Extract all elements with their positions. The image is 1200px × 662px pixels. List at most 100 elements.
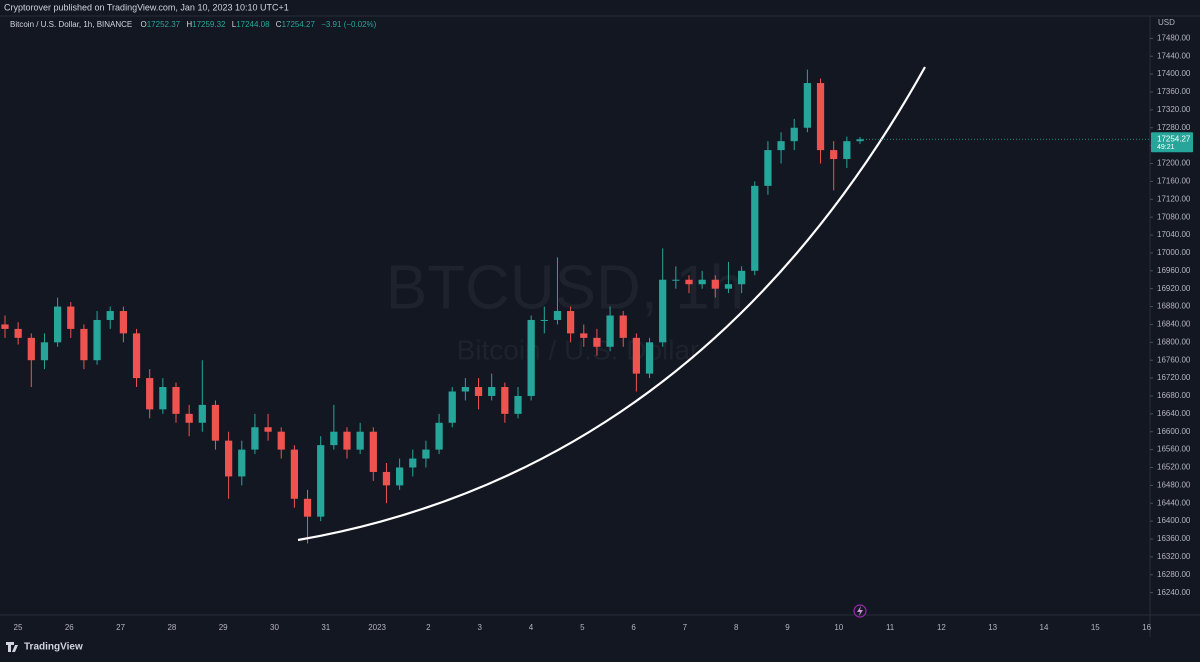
candle-body <box>290 449 299 499</box>
candle-body <box>106 311 114 320</box>
candle-body <box>659 279 667 343</box>
y-tick-label: 17400.00 <box>1157 69 1191 78</box>
candle-body <box>540 319 548 321</box>
candle-body <box>159 387 167 410</box>
candle-body <box>764 150 772 186</box>
x-tick-label: 25 <box>14 623 23 632</box>
candle-body <box>317 445 325 517</box>
y-tick-label: 16400.00 <box>1157 516 1191 525</box>
y-tick-label: 16560.00 <box>1157 445 1191 454</box>
y-tick-label: 17040.00 <box>1157 230 1191 239</box>
candle-body <box>580 333 588 338</box>
last-price-label: 17254.27 <box>1157 134 1191 143</box>
countdown: 49:21 <box>1157 144 1175 151</box>
candle-body <box>435 422 443 450</box>
y-tick-label: 17320.00 <box>1157 105 1191 114</box>
x-tick-label: 6 <box>631 623 636 632</box>
y-tick-label: 16480.00 <box>1157 480 1191 489</box>
x-tick-label: 31 <box>321 623 330 632</box>
x-tick-label: 13 <box>988 623 997 632</box>
symbol-legend: Bitcoin / U.S. Dollar, 1h, BINANCE O1725… <box>10 20 377 29</box>
candle-body <box>303 498 312 517</box>
candle-body <box>553 311 562 320</box>
legend-h: 17259.32 <box>192 20 226 29</box>
candle-body <box>27 337 35 361</box>
candle-body <box>264 427 272 432</box>
y-tick-label: 17360.00 <box>1157 87 1191 96</box>
x-tick-label: 27 <box>116 623 125 632</box>
x-tick-label: 9 <box>785 623 790 632</box>
legend-o-label: O <box>141 20 147 29</box>
x-tick-label: 29 <box>219 623 228 632</box>
legend-c-label: C <box>276 20 282 29</box>
y-tick-label: 16680.00 <box>1157 391 1191 400</box>
event-icon[interactable] <box>853 604 867 618</box>
candle-body <box>448 391 456 423</box>
candle-body <box>803 83 812 128</box>
y-tick-label: 16440.00 <box>1157 498 1191 507</box>
candle-body <box>672 279 680 281</box>
x-tick-label: 28 <box>167 623 176 632</box>
x-tick-label: 2023 <box>368 623 386 632</box>
x-tick-label: 14 <box>1040 623 1049 632</box>
y-tick-label: 17120.00 <box>1157 194 1191 203</box>
y-tick-label: 17440.00 <box>1157 51 1191 60</box>
candle-body <box>211 404 220 441</box>
y-tick-label: 16360.00 <box>1157 534 1191 543</box>
y-tick-label: 16600.00 <box>1157 427 1191 436</box>
candle-body <box>724 284 733 289</box>
candle-body <box>185 413 193 423</box>
y-tick-label: 17200.00 <box>1157 159 1191 168</box>
trend-curve <box>297 66 926 542</box>
legend-o: 17252.37 <box>147 20 181 29</box>
footer <box>0 637 1200 657</box>
y-tick-label: 16280.00 <box>1157 570 1191 579</box>
candle-body <box>40 342 49 361</box>
brand-logo <box>6 642 18 652</box>
candle-body <box>461 387 470 392</box>
legend-symbol: Bitcoin / U.S. Dollar, 1h, BINANCE <box>10 20 132 29</box>
y-tick-label: 16520.00 <box>1157 463 1191 472</box>
candle-body <box>67 306 75 329</box>
candle-body <box>132 333 141 379</box>
candle-body <box>224 440 233 477</box>
watermark-ticker: BTCUSD, 1h <box>386 253 744 322</box>
candles <box>1 69 864 544</box>
y-tick-label: 16760.00 <box>1157 355 1191 364</box>
y-tick-label: 16840.00 <box>1157 320 1191 329</box>
price-unit: USD <box>1158 18 1175 27</box>
candle-body <box>395 467 404 486</box>
watermark-name: Bitcoin / U.S. Dollar <box>457 334 700 365</box>
y-tick-label: 16320.00 <box>1157 552 1191 561</box>
candle-body <box>514 395 522 414</box>
candle-body <box>711 279 719 289</box>
candle-body <box>238 449 246 477</box>
last-price-box <box>1151 132 1193 153</box>
x-tick-label: 11 <box>886 623 895 632</box>
y-tick-label: 16640.00 <box>1157 409 1191 418</box>
candle-body <box>53 306 62 343</box>
candle-body <box>93 319 101 361</box>
candle-body <box>488 387 496 396</box>
candle-body <box>172 387 180 414</box>
candle-body <box>422 449 430 459</box>
x-tick-label: 8 <box>734 623 739 632</box>
x-tick-label: 15 <box>1091 623 1100 632</box>
brand-name: TradingView <box>24 642 83 653</box>
x-tick-label: 4 <box>529 623 534 632</box>
candle-body <box>619 315 627 338</box>
candle-body <box>645 342 654 374</box>
y-tick-label: 16800.00 <box>1157 337 1191 346</box>
x-tick-label: 5 <box>580 623 585 632</box>
x-tick-label: 16 <box>1142 623 1151 632</box>
candle-body <box>382 471 391 486</box>
candle-body <box>343 431 351 450</box>
legend-l: 17244.08 <box>236 20 270 29</box>
event-icon-bolt <box>857 606 863 616</box>
legend-h-label: H <box>186 20 192 29</box>
candle-body <box>816 83 825 151</box>
y-tick-label: 17160.00 <box>1157 177 1191 186</box>
y-tick-label: 17000.00 <box>1157 248 1191 257</box>
x-tick-label: 12 <box>937 623 946 632</box>
